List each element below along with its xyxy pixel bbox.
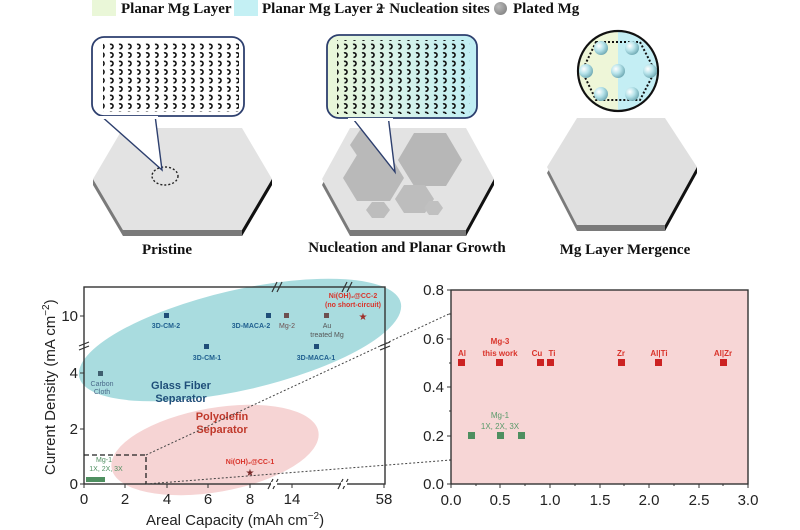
r-y-tick-08: 0.8 (423, 282, 444, 299)
svg-text:Cu: Cu (532, 349, 543, 358)
legend-label-nucleation: + Nucleation sites (377, 1, 490, 17)
mergence-diagram (547, 29, 697, 231)
x-tick-58: 58 (376, 491, 393, 508)
point-mg-1-3x (518, 432, 525, 439)
svg-text:3.0: 3.0 (738, 492, 759, 509)
r-y-tick-04: 0.4 (423, 379, 444, 396)
legend-label-layer2: Planar Mg Layer 2 (262, 1, 384, 17)
svg-text:0.5: 0.5 (490, 492, 511, 509)
point-ti (547, 359, 554, 366)
point-mg-3 (496, 359, 503, 366)
point-mg-1-1x (468, 432, 475, 439)
x-tick-0: 0 (80, 491, 88, 508)
svg-text:Ni(OH)₂@CC-2: Ni(OH)₂@CC-2 (329, 293, 378, 300)
svg-text:Ti: Ti (549, 349, 556, 358)
svg-text:Separator: Separator (196, 424, 248, 436)
r-y-tick-06: 0.6 (423, 331, 444, 348)
point-3d-maca-1 (314, 344, 319, 349)
nucleation-diagram (322, 34, 494, 236)
point-al-ti (655, 359, 662, 366)
point-zr (618, 359, 625, 366)
svg-text:Carbon: Carbon (91, 381, 114, 388)
points-mg-1 (86, 477, 105, 482)
svg-text:3D-MACA-1: 3D-MACA-1 (297, 355, 336, 362)
point-al (458, 359, 465, 366)
svg-text:Mg-3: Mg-3 (491, 337, 510, 346)
svg-text:3D-CM-1: 3D-CM-1 (193, 355, 221, 362)
point-au-treated (324, 313, 329, 318)
r-y-tick-00: 0.0 (423, 476, 444, 493)
x-tick-4: 4 (163, 491, 171, 508)
svg-text:1.5: 1.5 (590, 492, 611, 509)
y-tick-2: 2 (70, 421, 78, 438)
svg-text:Au: Au (323, 323, 332, 330)
zoom-connectors (145, 312, 452, 485)
x-tick-2: 2 (121, 491, 129, 508)
svg-text:Separator: Separator (155, 393, 207, 405)
point-al-zr (720, 359, 727, 366)
right-chart: 0.8 0.6 0.4 0.2 0.0 0.0 0.5 1.0 1.5 2.0 … (423, 282, 758, 509)
stage-label-pristine: Pristine (142, 242, 192, 258)
y-tick-4: 4 (70, 365, 78, 382)
point-ni-cc-1: ★ (246, 468, 255, 479)
pristine-diagram (91, 36, 272, 236)
svg-text:1X, 2X, 3X: 1X, 2X, 3X (89, 466, 123, 473)
x-axis-label: Areal Capacity (mAh cm−2) (146, 511, 324, 529)
svg-text:this work: this work (482, 349, 518, 358)
point-3d-cm-1 (204, 344, 209, 349)
left-chart: 0 2 4 6 8 14 58 0 2 4 10 Areal Capacity … (41, 278, 402, 529)
svg-text:3D-CM-2: 3D-CM-2 (152, 323, 180, 330)
svg-text:1.0: 1.0 (540, 492, 561, 509)
svg-text:0.0: 0.0 (441, 492, 462, 509)
inset-box (84, 454, 147, 484)
x-tick-14: 14 (284, 491, 301, 508)
legend: Planar Mg Layer 1 Planar Mg Layer 2 + Nu… (0, 0, 800, 20)
legend-label-layer1: Planar Mg Layer 1 (121, 1, 243, 17)
glass-fiber-region (78, 278, 402, 402)
svg-text:3D-MACA-2: 3D-MACA-2 (232, 323, 271, 330)
x-tick-6: 6 (204, 491, 212, 508)
svg-text:Mg-1: Mg-1 (491, 411, 510, 420)
point-carbon-cloth (98, 371, 103, 376)
r-y-tick-02: 0.2 (423, 428, 444, 445)
point-mg-2 (284, 313, 289, 318)
x-tick-8: 8 (246, 491, 254, 508)
svg-text:(no short-circuit): (no short-circuit) (325, 302, 381, 309)
plated-mg-icon (494, 2, 507, 15)
point-cu (537, 359, 544, 366)
svg-text:2.5: 2.5 (689, 492, 710, 509)
svg-text:Al|Ti: Al|Ti (650, 349, 667, 358)
svg-text:Cloth: Cloth (94, 389, 110, 396)
schematic (91, 29, 697, 236)
svg-text:Zr: Zr (617, 349, 625, 358)
y-tick-0: 0 (70, 476, 78, 493)
svg-text:Ni(OH)₂@CC-1: Ni(OH)₂@CC-1 (226, 459, 275, 466)
legend-label-plated: Plated Mg (513, 1, 580, 17)
svg-text:Glass Fiber: Glass Fiber (151, 380, 212, 392)
svg-text:Mg-2: Mg-2 (279, 323, 295, 330)
point-3d-cm-2 (164, 313, 169, 318)
svg-text:Polyolefin: Polyolefin (196, 411, 249, 423)
stage-label-mergence: Mg Layer Mergence (559, 242, 691, 258)
svg-text:1X, 2X, 3X: 1X, 2X, 3X (481, 422, 520, 431)
svg-text:Al|Zr: Al|Zr (714, 349, 732, 358)
y-tick-10: 10 (61, 308, 78, 325)
legend-swatch-layer2 (234, 0, 258, 16)
svg-text:2.0: 2.0 (639, 492, 660, 509)
polyolefin-region (111, 404, 319, 496)
svg-text:treated Mg: treated Mg (310, 332, 344, 339)
point-3d-maca-2 (266, 313, 271, 318)
point-ni-cc-2: ★ (359, 312, 368, 323)
stage-label-nucleation: Nucleation and Planar Growth (308, 240, 506, 256)
svg-text:Mg-1: Mg-1 (96, 457, 112, 464)
legend-swatch-layer1 (92, 0, 116, 16)
y-axis-label: Current Density (mA cm−2) (41, 299, 59, 475)
svg-text:Al: Al (458, 349, 466, 358)
point-mg-1-2x (497, 432, 504, 439)
